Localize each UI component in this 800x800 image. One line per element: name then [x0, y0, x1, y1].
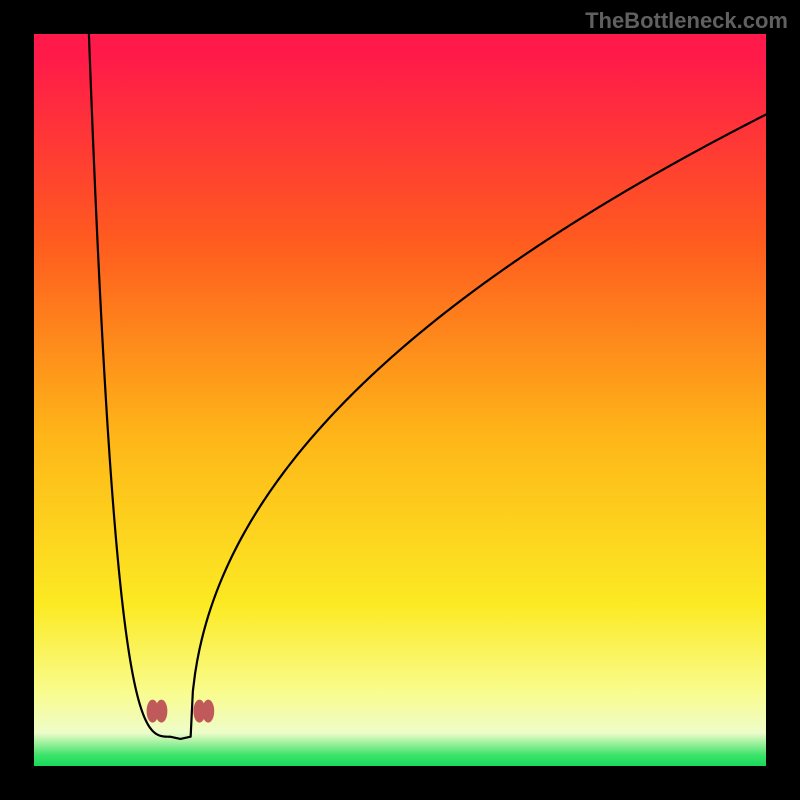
trough-marker: [156, 700, 167, 722]
chart-stage: TheBottleneck.com: [0, 0, 800, 800]
plot-background: [34, 34, 766, 766]
watermark-text: TheBottleneck.com: [585, 8, 788, 34]
plot-area: [34, 34, 766, 766]
trough-marker: [203, 700, 214, 722]
